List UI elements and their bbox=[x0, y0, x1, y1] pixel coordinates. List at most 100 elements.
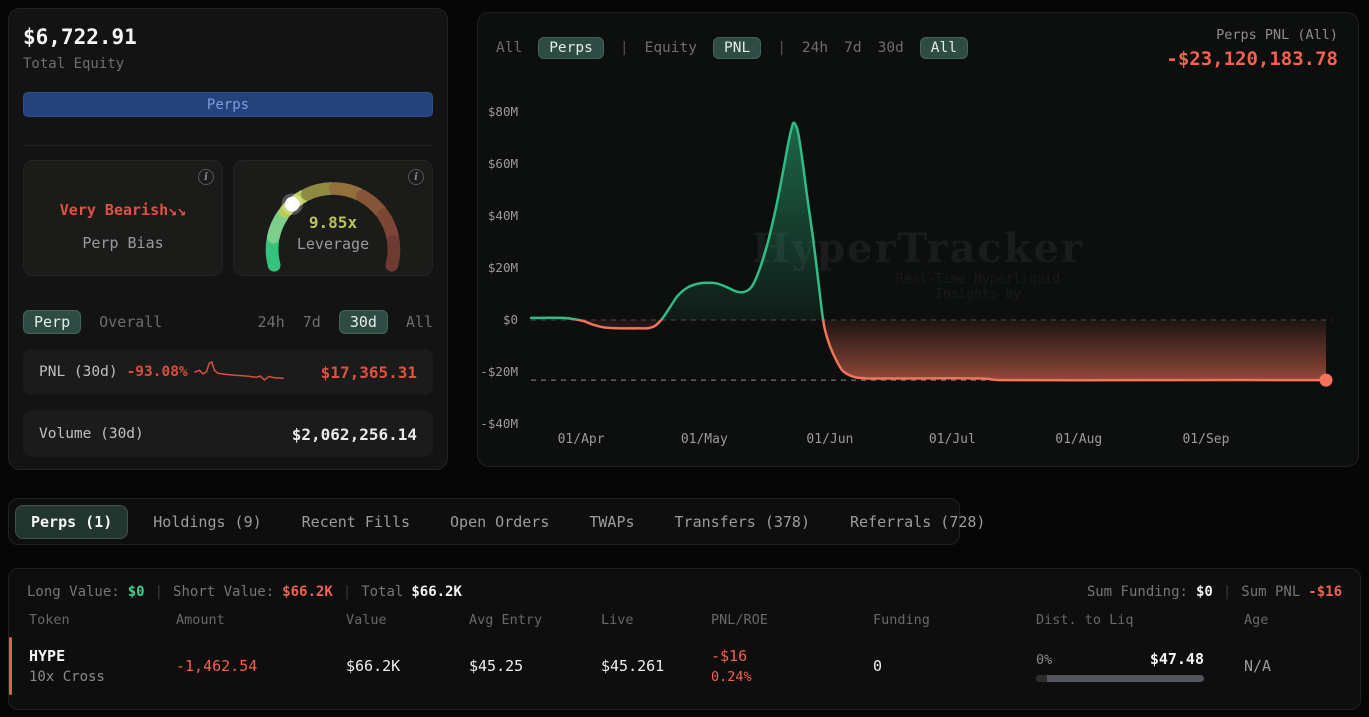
filter-separator: | bbox=[777, 40, 786, 56]
chart-summary: Perps PNL (All) -$23,120,183.78 bbox=[1166, 27, 1338, 70]
pnl-30d-label: PNL (30d) bbox=[39, 364, 118, 380]
roe-cell: 0.24% bbox=[711, 669, 752, 685]
info-icon[interactable]: i bbox=[408, 169, 424, 185]
liq-price: $47.48 bbox=[1149, 650, 1204, 668]
filter-separator: | bbox=[619, 40, 629, 56]
pnl-30d-value: $17,365.31 bbox=[320, 362, 417, 382]
svg-text:01/Aug: 01/Aug bbox=[1055, 432, 1102, 447]
svg-text:$40M: $40M bbox=[488, 208, 518, 223]
divider bbox=[23, 145, 433, 146]
token-leverage: 10x Cross bbox=[29, 669, 105, 685]
pnl-sparkline bbox=[193, 361, 284, 381]
col-age: Age bbox=[1244, 612, 1269, 628]
total-value-label: Total bbox=[361, 584, 404, 600]
chart-summary-label: Perps PNL (All) bbox=[1216, 27, 1338, 43]
svg-text:01/May: 01/May bbox=[681, 432, 728, 447]
chart-filter-pnl[interactable]: PNL bbox=[712, 37, 762, 59]
svg-text:-$20M: -$20M bbox=[480, 364, 518, 379]
range-tab-7d[interactable]: 7d bbox=[302, 313, 321, 331]
perp-bias-card: i Very Bearish↘↘ Perp Bias bbox=[23, 160, 223, 276]
sum-funding-label: Sum Funding: bbox=[1086, 584, 1188, 600]
funding-cell: 0 bbox=[873, 657, 883, 675]
range-tab-all[interactable]: All bbox=[405, 313, 433, 331]
pnl-area-chart: $80M $60M $40M $20M $0 -$20M -$40M 01/Apr 01/Ma… bbox=[480, 104, 1333, 447]
positions-tabs-bar: Perps (1) Holdings (9) Recent Fills Open… bbox=[8, 498, 985, 545]
chart-filter-perps[interactable]: Perps bbox=[538, 37, 604, 59]
col-value: Value bbox=[346, 612, 387, 628]
gauge-indicator-dot bbox=[284, 196, 300, 212]
perps-account-button[interactable]: Perps bbox=[23, 92, 433, 117]
short-value: $66.2K bbox=[282, 584, 333, 600]
short-value-label: Short Value: bbox=[173, 584, 275, 600]
tab-recent-fills[interactable]: Recent Fills bbox=[301, 512, 411, 531]
leverage-label: Leverage bbox=[296, 235, 370, 253]
col-funding: Funding bbox=[873, 612, 930, 628]
svg-text:01/Jul: 01/Jul bbox=[929, 432, 976, 447]
live-price-cell: $45.261 bbox=[601, 657, 665, 675]
leverage-gauge bbox=[265, 182, 401, 272]
long-value: $0 bbox=[127, 584, 145, 600]
col-dist-to-liq: Dist. to Liq bbox=[1036, 612, 1134, 628]
short-position-accent bbox=[9, 637, 12, 695]
svg-text:$20M: $20M bbox=[488, 260, 518, 275]
tab-twaps[interactable]: TWAPs bbox=[589, 512, 635, 531]
amount-cell: -1,462.54 bbox=[176, 657, 258, 675]
scope-tab-overall[interactable]: Overall bbox=[99, 313, 163, 331]
perp-bias-label: Perp Bias bbox=[82, 234, 164, 252]
col-pnl-roe: PNL/ROE bbox=[711, 612, 768, 628]
svg-text:$80M: $80M bbox=[488, 104, 518, 119]
col-avg-entry: Avg Entry bbox=[469, 612, 543, 628]
pnl-30d-change: -93.08% bbox=[126, 364, 188, 380]
svg-text:-$40M: -$40M bbox=[480, 416, 518, 431]
volume-30d-value: $2,062,256.14 bbox=[291, 424, 417, 444]
table-row[interactable]: HYPE 10x Cross -1,462.54 $66.2K $45.25 $… bbox=[9, 637, 1360, 695]
liq-progress-bar bbox=[1036, 675, 1204, 682]
pnl-cell: -$16 bbox=[711, 647, 748, 665]
sum-pnl-value: -$16 bbox=[1308, 584, 1342, 600]
chart-range-30d[interactable]: 30d bbox=[877, 40, 904, 56]
svg-text:$60M: $60M bbox=[488, 156, 518, 171]
chart-summary-value: -$23,120,183.78 bbox=[1166, 48, 1338, 70]
tab-holdings[interactable]: Holdings (9) bbox=[153, 512, 262, 531]
chart-range-7d[interactable]: 7d bbox=[844, 40, 862, 56]
svg-text:$0: $0 bbox=[503, 312, 518, 327]
positions-table-header: Token Amount Value Avg Entry Live PNL/RO… bbox=[9, 612, 1360, 628]
pnl-chart-panel: All Perps | Equity PNL | 24h 7d 30d All … bbox=[477, 12, 1359, 467]
leverage-value: 9.85x bbox=[308, 213, 358, 232]
current-value-dot bbox=[1319, 373, 1333, 387]
scope-tab-perp[interactable]: Perp bbox=[23, 310, 82, 334]
tab-open-orders[interactable]: Open Orders bbox=[450, 512, 550, 531]
svg-text:01/Sep: 01/Sep bbox=[1182, 432, 1229, 447]
leverage-card: i 9.85x Leverage bbox=[233, 160, 433, 276]
age-cell: N/A bbox=[1244, 657, 1272, 675]
volume-30d-row: Volume (30d) $2,062,256.14 bbox=[23, 411, 433, 457]
equity-panel: $6,722.91 Total Equity Perps i Very Bear… bbox=[8, 8, 448, 470]
total-value: $66.2K bbox=[411, 584, 462, 600]
range-tab-30d[interactable]: 30d bbox=[338, 310, 388, 334]
range-tab-24h[interactable]: 24h bbox=[257, 313, 285, 331]
positions-summary-bar: Long Value: $0 | Short Value: $66.2K | T… bbox=[27, 584, 1342, 600]
sum-pnl-label: Sum PNL bbox=[1241, 584, 1301, 600]
tab-transfers[interactable]: Transfers (378) bbox=[674, 512, 810, 531]
chart-filter-equity[interactable]: Equity bbox=[644, 40, 697, 56]
col-amount: Amount bbox=[176, 612, 225, 628]
total-equity-value: $6,722.91 bbox=[23, 25, 137, 49]
svg-text:01/Jun: 01/Jun bbox=[806, 432, 853, 447]
chart-range-24h[interactable]: 24h bbox=[801, 40, 829, 56]
col-token: Token bbox=[29, 612, 70, 628]
col-live: Live bbox=[601, 612, 634, 628]
info-icon[interactable]: i bbox=[198, 169, 214, 185]
chart-range-all[interactable]: All bbox=[919, 37, 968, 59]
pnl-30d-row: PNL (30d) -93.08% $17,365.31 bbox=[23, 349, 433, 395]
tab-referrals[interactable]: Referrals (728) bbox=[850, 512, 986, 531]
chart-filter-all-accounts[interactable]: All bbox=[496, 40, 523, 56]
long-value-label: Long Value: bbox=[27, 584, 120, 600]
value-cell: $66.2K bbox=[346, 657, 401, 675]
dist-to-liq-cell: 0% $47.48 bbox=[1036, 650, 1204, 682]
total-equity-label: Total Equity bbox=[23, 56, 125, 72]
svg-text:01/Apr: 01/Apr bbox=[558, 432, 605, 447]
volume-30d-label: Volume (30d) bbox=[39, 426, 144, 442]
liq-distance-pct: 0% bbox=[1036, 652, 1053, 668]
tab-perps[interactable]: Perps (1) bbox=[15, 504, 129, 539]
liq-progress-fill bbox=[1036, 675, 1047, 682]
